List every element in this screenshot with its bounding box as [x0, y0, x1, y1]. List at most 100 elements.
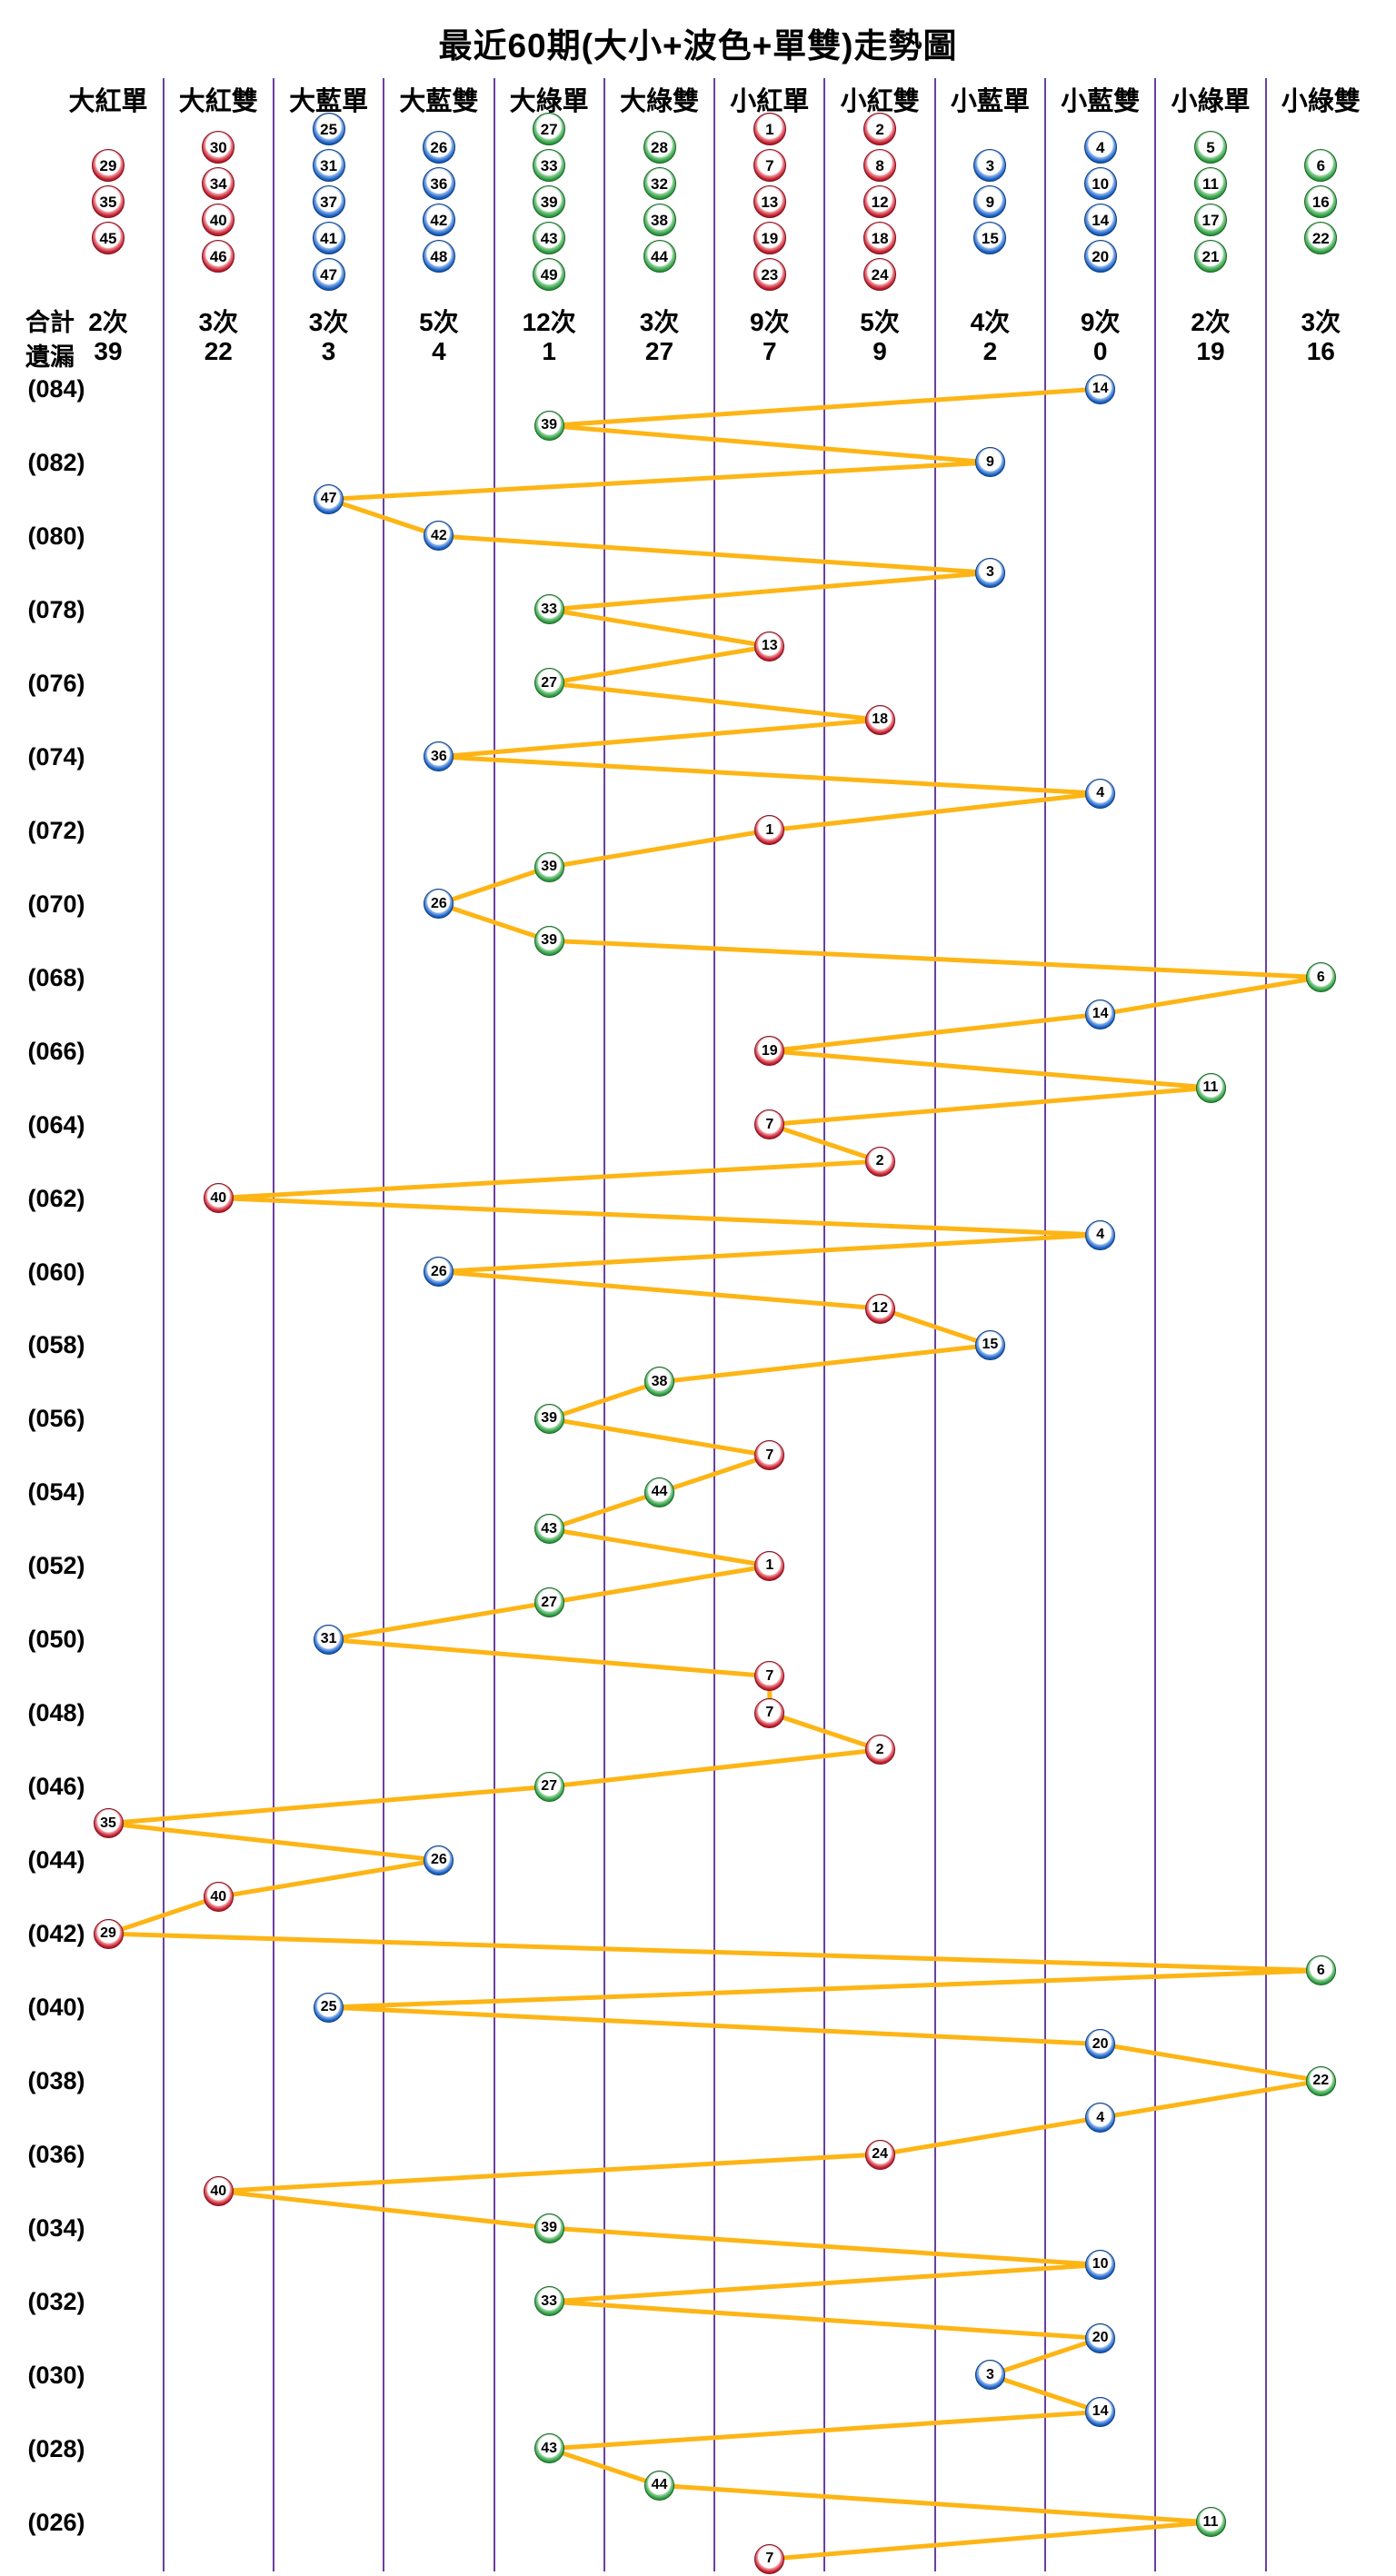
header-ball: 3: [973, 149, 1007, 182]
miss-value: 7: [763, 337, 777, 365]
header-ball: 36: [422, 167, 455, 200]
header-ball: 22: [1304, 222, 1338, 254]
column-divider: [272, 78, 274, 2571]
header-ball: 24: [863, 258, 897, 291]
header-ball: 21: [1194, 240, 1227, 273]
chart-ball: 7: [754, 2543, 785, 2574]
chart-ball: 4: [1085, 2103, 1116, 2133]
chart-ball: 3: [974, 557, 1005, 588]
miss-value: 39: [94, 337, 123, 365]
chart-ball: 44: [644, 1477, 674, 1507]
miss-value: 27: [644, 337, 674, 365]
miss-value: 2: [982, 337, 998, 365]
chart-ball: 10: [1085, 2249, 1116, 2280]
column-header-8: 小紅雙: [840, 87, 920, 116]
chart-ball: 22: [1305, 2065, 1336, 2096]
chart-ball: 26: [424, 889, 454, 920]
period-label: (040): [27, 1994, 85, 2022]
column-header-7: 小紅單: [730, 87, 810, 116]
header-ball: 19: [753, 222, 786, 254]
column-header-1: 大紅單: [68, 87, 148, 116]
column-header-3: 大藍單: [289, 87, 369, 116]
chart-ball: 13: [754, 631, 785, 661]
header-ball: 20: [1083, 240, 1117, 273]
chart-ball: 19: [754, 1036, 785, 1067]
chart-ball: 40: [203, 1882, 234, 1913]
chart-ball: 43: [533, 1514, 564, 1545]
chart-ball: 6: [1305, 1955, 1336, 1986]
period-label: (078): [27, 595, 85, 623]
period-label: (038): [27, 2067, 85, 2095]
chart-ball: 14: [1085, 999, 1116, 1029]
column-header-12: 小綠雙: [1281, 87, 1361, 116]
period-label: (048): [27, 1699, 85, 1727]
chart-ball: 12: [864, 1293, 895, 1324]
header-ball: 16: [1304, 185, 1338, 218]
header-ball: 6: [1304, 149, 1338, 182]
period-label: (054): [27, 1478, 85, 1507]
column-header-4: 大藍雙: [399, 87, 479, 116]
chart-ball: 11: [1195, 1072, 1226, 1103]
total-value: 3次: [198, 308, 239, 336]
chart-ball: 39: [533, 2213, 564, 2243]
period-label: (070): [27, 890, 85, 918]
chart-ball: 26: [424, 1257, 454, 1288]
period-label: (072): [27, 816, 85, 844]
total-value: 9次: [1080, 308, 1121, 336]
chart-ball: 1: [754, 1550, 785, 1581]
chart-ball: 35: [93, 1808, 124, 1839]
header-ball: 2: [863, 113, 897, 145]
period-label: (034): [27, 2214, 85, 2242]
chart-ball: 39: [533, 925, 564, 956]
total-value: 2次: [88, 308, 128, 336]
header-ball: 28: [643, 131, 676, 164]
header-ball: 14: [1083, 204, 1117, 236]
header-ball: 49: [533, 258, 566, 291]
miss-value: 3: [321, 337, 336, 365]
header-ball: 10: [1083, 167, 1117, 200]
chart-ball: 1: [754, 815, 785, 846]
page-title: 最近60期(大小+波色+單雙)走勢圖: [438, 27, 958, 65]
total-value: 9次: [750, 308, 790, 336]
column-divider: [162, 78, 165, 2571]
header-ball: 33: [533, 149, 566, 182]
chart-ball: 14: [1085, 373, 1116, 404]
chart-ball: 44: [644, 2470, 674, 2501]
period-label: (084): [27, 375, 85, 403]
header-ball: 4: [1083, 131, 1117, 164]
header-ball-stack: 26 36 42 48: [421, 111, 457, 293]
column-divider: [1044, 78, 1047, 2571]
chart-ball: 4: [1085, 778, 1116, 809]
header-ball: 25: [312, 113, 345, 145]
chart-ball: 11: [1195, 2507, 1226, 2538]
total-value: 3次: [639, 308, 680, 336]
header-ball: 11: [1194, 167, 1227, 200]
header-ball-stack: 25 31 37 41 47: [311, 111, 347, 293]
header-ball: 34: [202, 167, 235, 200]
chart-ball: 7: [754, 1697, 785, 1728]
header-ball: 23: [753, 258, 786, 291]
header-ball-stack: 1 7 13 19 23: [752, 111, 788, 293]
header-ball: 7: [753, 149, 786, 182]
period-label: (058): [27, 1331, 85, 1359]
chart-ball: 2: [864, 1146, 895, 1177]
header-ball: 41: [312, 222, 345, 254]
total-value: 3次: [308, 308, 349, 336]
miss-value: 4: [432, 337, 446, 365]
column-header-11: 小綠單: [1171, 87, 1251, 116]
chart-ball: 29: [93, 1918, 124, 1949]
header-ball: 18: [863, 222, 897, 254]
period-label: (066): [27, 1037, 85, 1065]
chart-ball: 39: [533, 410, 564, 441]
header-ball: 47: [312, 258, 345, 291]
header-ball-stack: 5 11 17 21: [1192, 111, 1229, 293]
header-ball: 17: [1194, 204, 1227, 236]
chart-ball: 27: [533, 1587, 564, 1618]
miss-value: 22: [204, 337, 233, 365]
period-label: (064): [27, 1110, 85, 1139]
chart-ball: 31: [314, 1624, 344, 1655]
chart-ball: 6: [1305, 962, 1336, 993]
column-header-9: 小藍單: [950, 87, 1030, 116]
header-ball: 45: [92, 222, 125, 254]
